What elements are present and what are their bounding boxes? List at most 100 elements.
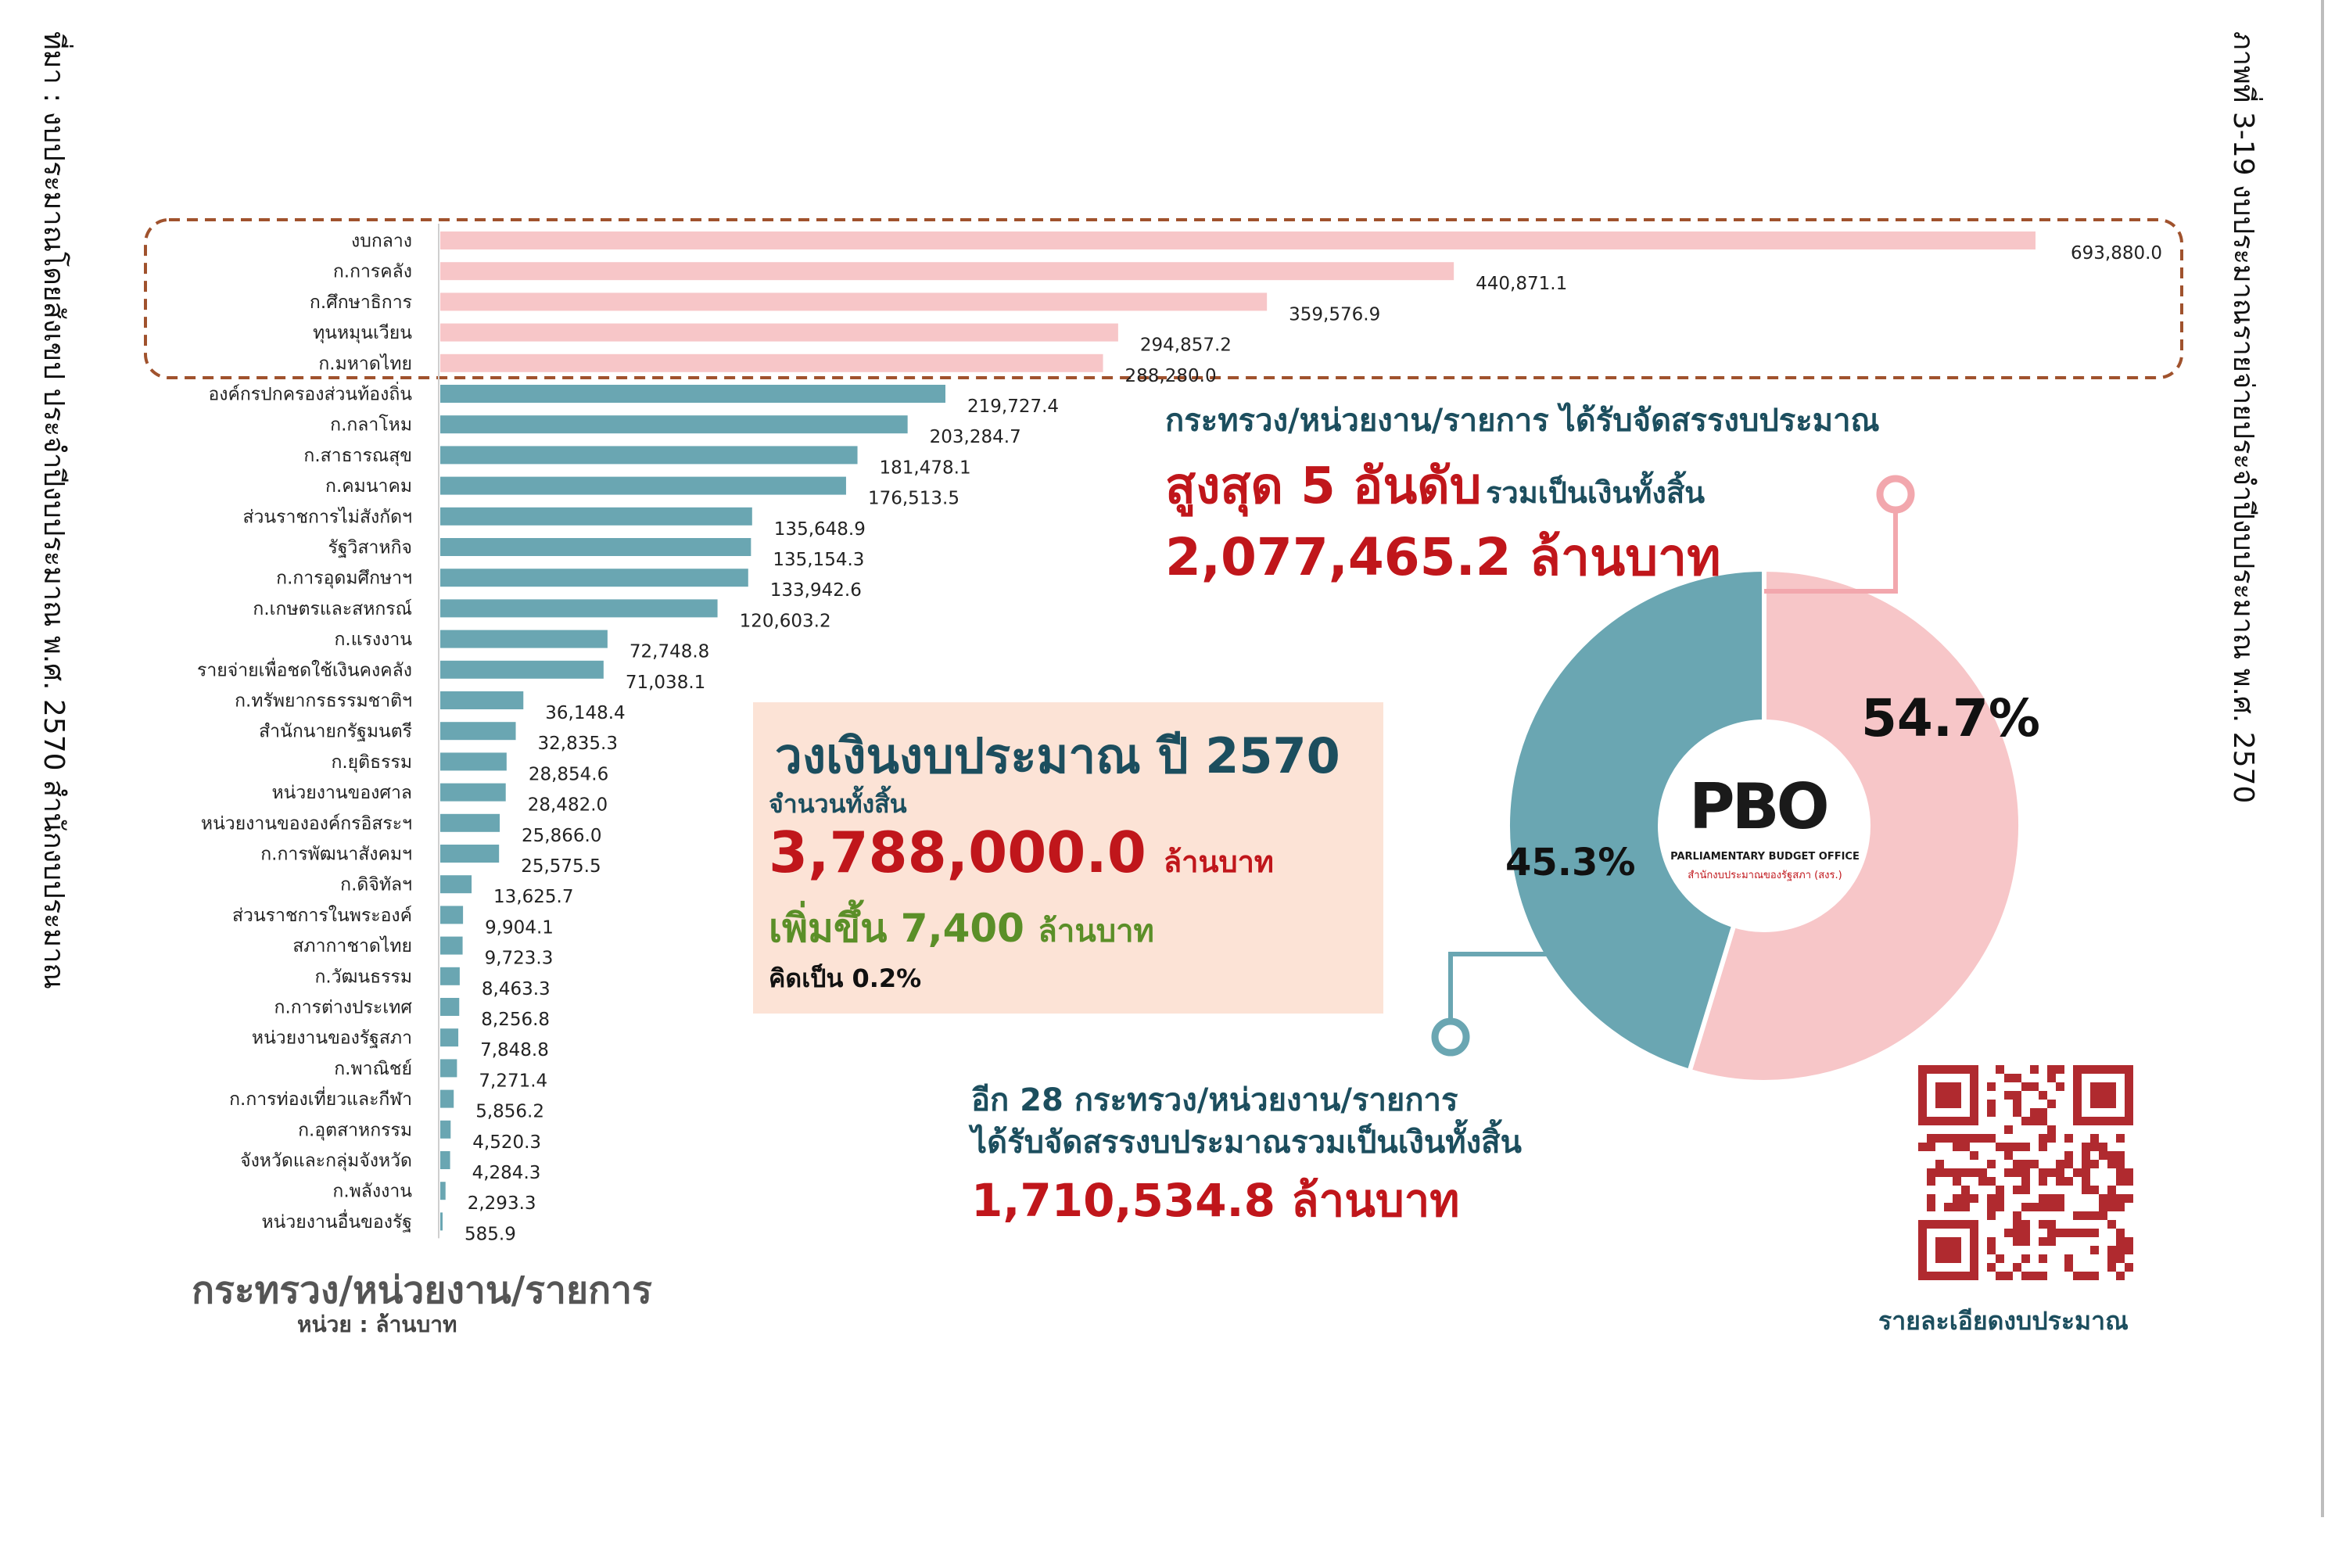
budget-value-unit: ล้านบาท [1163,845,1274,879]
category-label: ก.การอุดมศึกษาฯ [276,569,412,589]
category-label: ก.ดิจิทัลฯ [340,875,412,895]
budget-subtitle: จำนวนทั้งสิ้น [769,789,907,819]
value-label: 294,857.2 [1140,335,1232,356]
bar [440,1089,454,1108]
bar [440,722,516,741]
value-label: 5,856.2 [475,1102,544,1122]
chart-category-label: กระทรวง/หน่วยงาน/รายการ [192,1268,652,1312]
budget-increase-unit: ล้านบาท [1038,913,1154,949]
value-label: 120,603.2 [740,611,831,631]
bar [440,476,846,495]
value-label: 219,727.4 [967,396,1059,417]
value-label: 32,835.3 [538,734,618,754]
value-label: 36,148.4 [545,703,625,723]
budget-summary-box: วงเงินงบประมาณ ปี 2570 จำนวนทั้งสิ้น 3,7… [753,702,1383,1014]
category-label: ก.กลาโหม [330,414,412,436]
value-label: 693,880.0 [2071,243,2162,264]
value-label: 359,576.9 [1289,304,1380,325]
bar [440,998,460,1016]
others-line2: ได้รับจัดสรรงบประมาณรวมเป็นเงินทั้งสิ้น [971,1125,1522,1161]
bar [440,599,718,618]
source-note: ที่มา : งบประมาณโดยสังเขป ประจำปีงบประมา… [38,31,70,989]
category-label: ก.มหาดไทย [318,353,412,374]
donut-label-top5: 54.7% [1861,688,2040,748]
bar [440,1212,443,1231]
budget-title: วงเงินงบประมาณ ปี 2570 [775,727,1340,784]
top5-total: 2,077,465.2 ล้านบาท [1165,527,1721,587]
bar [440,845,500,863]
top5-sum-text: รวมเป็นเงินทั้งสิ้น [1485,475,1706,510]
value-label: 133,942.6 [770,580,862,601]
value-label: 4,284.3 [472,1163,541,1183]
donut-chart [1431,475,2023,1085]
value-label: 135,154.3 [773,550,864,570]
budget-increase-value: 7,400 [900,906,1024,951]
bar-series: งบกลาง 693,880.0 ก.การคลัง 440,871.1 ก.ศึกษา… [144,218,2183,1244]
others-heading: อีก 28 กระทรวง/หน่วยงาน/รายการ ได้รับจัด… [971,1079,1522,1164]
pbo-logo-thai: สำนักงบประมาณของรัฐสภา (สงร.) [1688,870,1842,881]
category-label: ก.การท่องเที่ยวและกีฬา [229,1086,412,1110]
value-label: 4,520.3 [472,1132,541,1153]
bar [440,569,748,587]
donut-label-others: 45.3% [1505,841,1636,884]
bar [440,1182,446,1200]
bar [440,323,1118,342]
bar [440,752,507,771]
bar [440,415,908,434]
pbo-logo-mark: PBO [1689,770,1830,843]
bar [440,967,460,985]
category-label: รัฐวิสาหกิจ [328,538,412,558]
category-label: หน่วยงานอื่นของรัฐ [262,1209,413,1233]
category-label: ก.ศึกษาธิการ [310,292,412,313]
category-label: ก.การพัฒนาสังคมฯ [260,845,412,865]
donut-center [1660,722,1868,930]
bar [440,538,751,556]
value-label: 181,478.1 [880,457,971,478]
bar [440,660,604,679]
category-label: ก.แรงงาน [334,630,412,650]
bar [440,783,506,802]
category-label: ก.การคลัง [333,262,412,282]
bar [440,906,464,924]
page-edge-divider [2321,0,2324,1517]
category-label: จังหวัดและกลุ่มจังหวัด [240,1151,412,1172]
value-label: 176,513.5 [868,489,959,509]
category-label: ก.สาธารณสุข [303,446,412,466]
value-label: 71,038.1 [626,673,705,693]
top5-heading: กระทรวง/หน่วยงาน/รายการ ได้รับจัดสรรงบปร… [1165,403,1880,439]
value-label: 28,854.6 [529,764,608,784]
others-total: 1,710,534.8 ล้านบาท [971,1174,1460,1227]
budget-percent: คิดเป็น 0.2% [769,963,922,993]
value-label: 72,748.8 [629,642,709,662]
category-label: ก.อุตสาหกรรม [298,1120,412,1140]
qr-caption: รายละเอียดงบประมาณ [1878,1306,2129,1336]
bar [440,1028,459,1047]
category-label: ก.ทรัพยากรธรรมชาติฯ [235,691,412,712]
value-label: 440,871.1 [1476,274,1567,294]
category-label: สำนักนายกรัฐมนตรี [259,722,412,742]
qr-code-icon[interactable] [1918,1065,2133,1280]
budget-value: 3,788,000.0 [769,820,1146,885]
chart-unit-label: หน่วย : ล้านบาท [297,1311,457,1337]
value-label: 9,723.3 [485,949,554,969]
value-label: 25,866.0 [522,826,601,846]
value-label: 585.9 [464,1224,516,1244]
top5-connector [1764,508,1898,594]
top5-connector-dot [1876,475,1915,514]
value-label: 203,284.7 [930,427,1021,447]
value-label: 13,625.7 [493,887,573,907]
value-label: 7,848.8 [480,1040,549,1060]
value-label: 2,293.3 [468,1193,536,1214]
pbo-logo-english: PARLIAMENTARY BUDGET OFFICE [1670,851,1860,863]
bar [440,507,752,526]
category-label: งบกลาง [351,231,412,252]
category-label: ก.วัฒนธรรม [314,967,412,987]
value-label: 28,482.0 [528,795,608,816]
figure-caption: ภาพที่ 3-19 งบประมาณรายจ่ายประจำปีงบประม… [2227,31,2259,804]
top5-highlight-frame [144,218,2183,379]
category-label: ก.คมนาคม [325,476,412,497]
category-label: ก.พลังงาน [332,1182,412,1202]
value-label: 288,280.0 [1125,366,1217,386]
value-label: 25,575.5 [521,856,601,877]
